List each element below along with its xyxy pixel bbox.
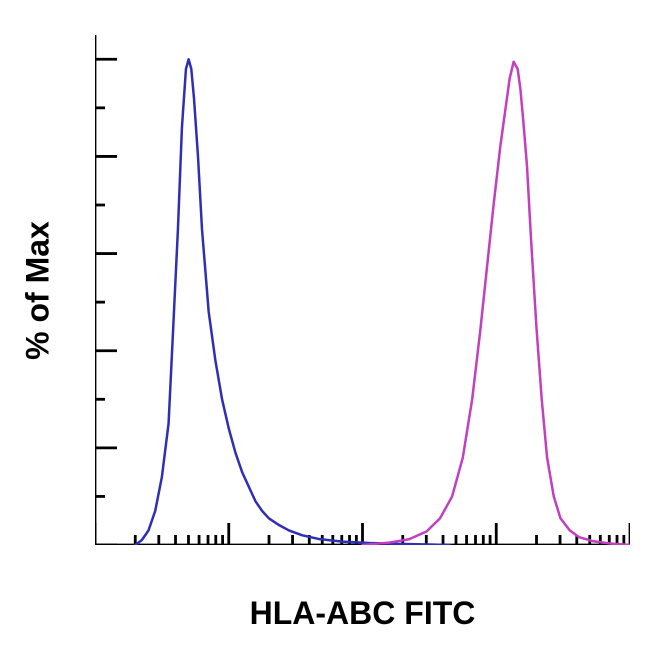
series-stained: [363, 62, 631, 545]
plot-svg: [95, 35, 630, 545]
y-axis-label: % of Max: [20, 36, 57, 546]
series-control: [135, 59, 449, 545]
x-axis-label: HLA-ABC FITC: [95, 595, 630, 632]
figure-container: HLA-ABC FITC % of Max: [0, 0, 650, 650]
